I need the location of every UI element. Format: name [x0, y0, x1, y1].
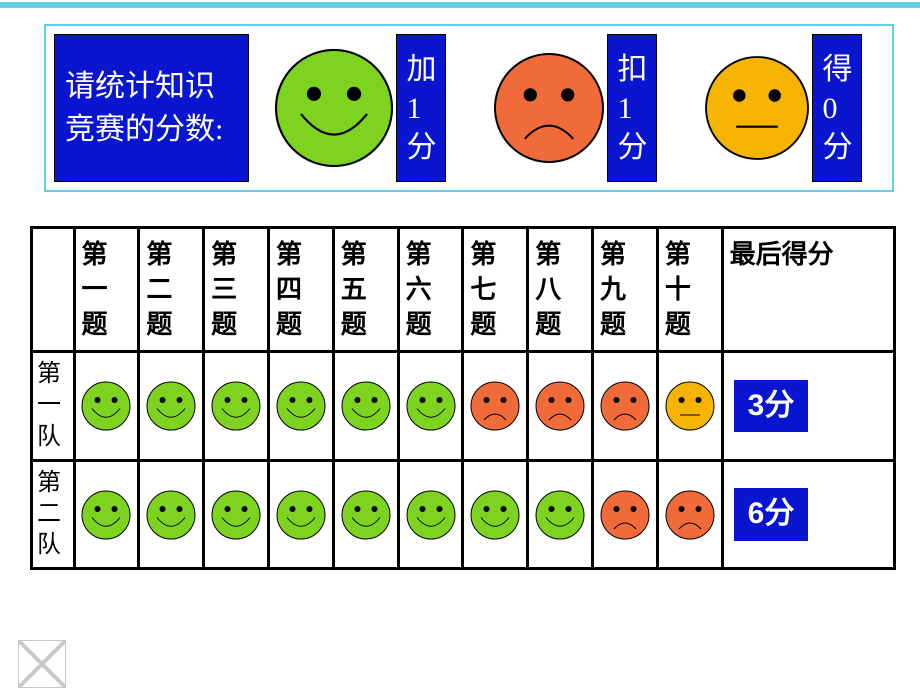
answer-cell — [463, 460, 528, 569]
happy-face-icon — [80, 490, 134, 540]
table-header-row: 第 一 题第 二 题第 三 题第 四 题第 五 题第 六 题第 七 题第 八 题… — [32, 228, 895, 352]
sad-face-icon — [533, 381, 587, 431]
answer-cell — [593, 460, 658, 569]
score-table: 第 一 题第 二 题第 三 题第 四 题第 五 题第 六 题第 七 题第 八 题… — [30, 226, 896, 570]
answer-cell — [528, 352, 593, 461]
sad-face-icon — [598, 381, 652, 431]
answer-cell — [139, 460, 204, 569]
header-panel: 请统计知识竞赛的分数: 加 1 分 扣 1 分 得 0 分 — [44, 24, 894, 192]
happy-face-icon — [339, 381, 393, 431]
answer-cell — [657, 352, 722, 461]
answer-cell — [268, 460, 333, 569]
title-box: 请统计知识竞赛的分数: — [54, 34, 249, 182]
happy-face-icon — [274, 381, 328, 431]
score-cell: 3分 — [722, 352, 894, 461]
happy-face-icon — [144, 490, 198, 540]
col-header-q9: 第 九 题 — [593, 228, 658, 352]
happy-face-icon — [339, 490, 393, 540]
score-table-wrap: 第 一 题第 二 题第 三 题第 四 题第 五 题第 六 题第 七 题第 八 题… — [30, 226, 896, 570]
happy-face-icon — [209, 381, 263, 431]
legend-label-0: 加 1 分 — [396, 34, 446, 182]
col-header-q10: 第 十 题 — [657, 228, 722, 352]
answer-cell — [139, 352, 204, 461]
happy-face-icon — [144, 381, 198, 431]
answer-cell — [74, 460, 139, 569]
happy-face-icon — [274, 490, 328, 540]
happy-face-icon — [533, 490, 587, 540]
score-badge: 6分 — [734, 488, 809, 541]
happy-face-icon — [80, 381, 134, 431]
answer-cell — [528, 460, 593, 569]
table-body: 第 一 队 — [32, 352, 895, 569]
happy-face-icon — [404, 381, 458, 431]
col-header-q2: 第 二 题 — [139, 228, 204, 352]
sad-face-icon — [663, 490, 717, 540]
neutral-face-icon — [702, 56, 812, 160]
happy-face-icon — [209, 490, 263, 540]
placeholder-icon — [18, 640, 66, 688]
legend-item-sad: 扣 1 分 — [491, 34, 657, 182]
legend-label-1: 扣 1 分 — [607, 34, 657, 182]
answer-cell — [398, 460, 463, 569]
answer-cell — [593, 352, 658, 461]
col-header-score: 最后得分 — [722, 228, 894, 352]
sad-face-icon — [491, 53, 607, 163]
happy-face-icon — [272, 49, 396, 167]
table-row: 第 一 队 — [32, 352, 895, 461]
col-header-q8: 第 八 题 — [528, 228, 593, 352]
happy-face-icon — [404, 490, 458, 540]
row-header-team1: 第 一 队 — [32, 352, 75, 461]
row-header-team2: 第 二 队 — [32, 460, 75, 569]
answer-cell — [204, 352, 269, 461]
col-header-q6: 第 六 题 — [398, 228, 463, 352]
score-cell: 6分 — [722, 460, 894, 569]
answer-cell — [657, 460, 722, 569]
answer-cell — [398, 352, 463, 461]
legend: 加 1 分 扣 1 分 得 0 分 — [249, 34, 884, 182]
slide-top-border — [0, 2, 920, 8]
answer-cell — [74, 352, 139, 461]
score-badge: 3分 — [734, 380, 809, 433]
answer-cell — [463, 352, 528, 461]
sad-face-icon — [468, 381, 522, 431]
col-header-q1: 第 一 题 — [74, 228, 139, 352]
answer-cell — [204, 460, 269, 569]
col-header-q4: 第 四 题 — [268, 228, 333, 352]
answer-cell — [333, 460, 398, 569]
legend-item-happy: 加 1 分 — [272, 34, 446, 182]
happy-face-icon — [468, 490, 522, 540]
title-text: 请统计知识竞赛的分数: — [65, 65, 238, 152]
neutral-face-icon — [663, 381, 717, 431]
col-header-q5: 第 五 题 — [333, 228, 398, 352]
answer-cell — [268, 352, 333, 461]
sad-face-icon — [598, 490, 652, 540]
legend-item-neutral: 得 0 分 — [702, 34, 862, 182]
col-header-q3: 第 三 题 — [204, 228, 269, 352]
table-row: 第 二 队 — [32, 460, 895, 569]
col-header-q7: 第 七 题 — [463, 228, 528, 352]
legend-label-2: 得 0 分 — [812, 34, 862, 182]
table-corner — [32, 228, 75, 352]
answer-cell — [333, 352, 398, 461]
